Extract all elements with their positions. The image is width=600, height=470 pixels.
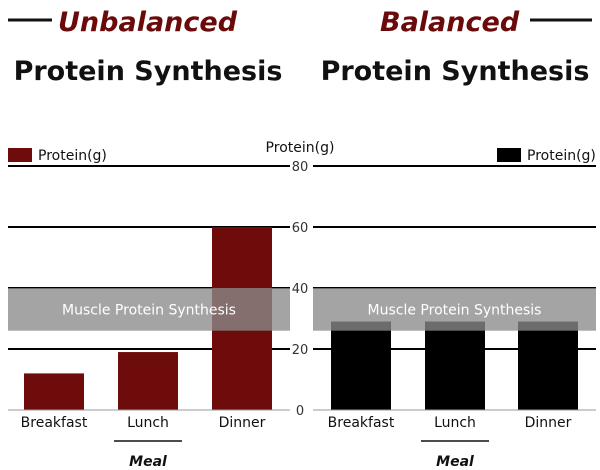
y-tick-label: 40 (292, 282, 309, 297)
y-tick-label: 60 (292, 221, 309, 236)
x-tick-label: Dinner (219, 415, 266, 431)
x-tick-label: Lunch (434, 415, 476, 431)
right-panel-subheading: Protein Synthesis (321, 56, 590, 87)
legend-label: Protein(g) (527, 148, 596, 164)
x-axis-title: Meal (129, 454, 167, 470)
legend-swatch (8, 148, 32, 162)
x-tick-label: Breakfast (21, 415, 88, 431)
y-tick-label: 20 (292, 343, 309, 358)
left-header: Unbalanced Protein Synthesis (8, 7, 282, 87)
muscle-protein-synthesis-band (313, 288, 596, 331)
legend: Protein(g) (8, 148, 107, 164)
x-tick-label: Dinner (525, 415, 572, 431)
bar-breakfast (24, 373, 84, 410)
x-tick-label: Breakfast (328, 415, 395, 431)
bar-lunch (118, 352, 178, 410)
y-axis-ticks: 0 20 40 60 80 (292, 160, 309, 419)
y-axis-title: Protein(g) (266, 140, 335, 156)
balanced-chart: Muscle Protein Synthesis Breakfast Lunch Di… (313, 148, 596, 470)
unbalanced-chart: Muscle Protein Synthesis Breakfast Lunch Di… (8, 148, 290, 470)
band-label: Muscle Protein Synthesis (368, 302, 542, 318)
bar-breakfast (331, 321, 391, 410)
left-panel-heading: Unbalanced (58, 7, 238, 38)
bar-lunch (425, 321, 485, 410)
right-panel-heading: Balanced (380, 7, 520, 38)
left-panel-subheading: Protein Synthesis (14, 56, 283, 87)
legend-swatch (497, 148, 521, 162)
band-label: Muscle Protein Synthesis (62, 302, 236, 318)
bar-dinner (518, 321, 578, 410)
legend: Protein(g) (497, 148, 596, 164)
right-header: Balanced Protein Synthesis (321, 7, 592, 87)
legend-label: Protein(g) (38, 148, 107, 164)
muscle-protein-synthesis-band (8, 288, 290, 331)
x-axis-title: Meal (436, 454, 474, 470)
y-tick-label: 80 (292, 160, 309, 175)
y-tick-label: 0 (296, 404, 304, 419)
x-tick-label: Lunch (127, 415, 169, 431)
